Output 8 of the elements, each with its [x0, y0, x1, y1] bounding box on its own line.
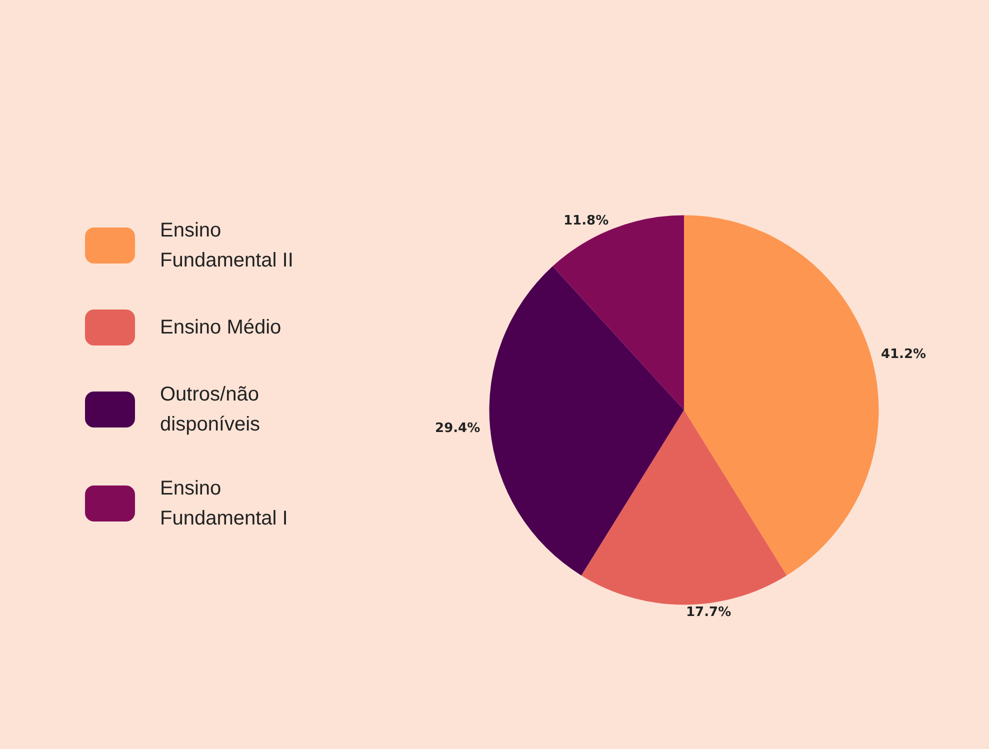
- data-label: 17.7%: [686, 605, 732, 620]
- legend-label: Ensino Médio: [160, 316, 282, 338]
- data-label: 29.4%: [435, 421, 480, 436]
- data-label: 41.2%: [880, 346, 926, 362]
- legend-label: Ensino Fundamental II: [160, 220, 294, 272]
- data-label: 11.8%: [564, 214, 609, 229]
- legend-label: Ensino Fundamental I: [160, 478, 288, 530]
- legend-label: Outros/não disponíveis: [160, 384, 265, 436]
